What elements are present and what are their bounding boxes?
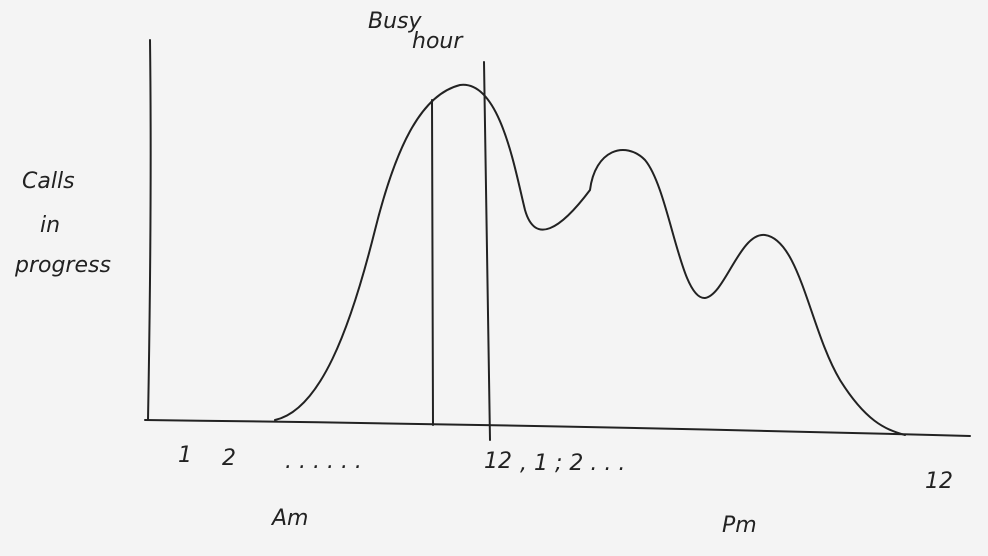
x-label: 12 <box>925 469 953 494</box>
busy-hour-start <box>432 100 433 425</box>
x-label: 2 <box>222 446 236 471</box>
page: Busy hour Calls in progress 1 2 . . . . … <box>0 0 988 556</box>
hour-label: hour <box>412 29 464 54</box>
x-label: . . . . . . <box>285 449 362 474</box>
x-label: 1 <box>178 443 192 468</box>
y-label-line: Calls <box>22 169 75 194</box>
y-label-line: progress <box>14 253 111 278</box>
x-label: , 1 ; 2 . . . <box>520 451 625 476</box>
y-label-line: in <box>40 213 60 238</box>
x-label: 12 <box>484 449 512 474</box>
pm-label: Pm <box>722 513 757 538</box>
am-label: Am <box>270 506 308 531</box>
sketch: Busy hour Calls in progress 1 2 . . . . … <box>0 0 988 556</box>
